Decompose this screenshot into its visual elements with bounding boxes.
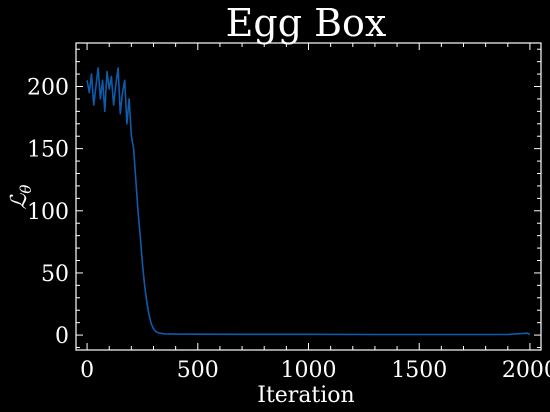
x-tick-label: 1500 <box>391 358 447 383</box>
chart-title: Egg Box <box>226 1 387 45</box>
x-tick-label: 1000 <box>281 358 337 383</box>
y-axis-label-main: ℒ <box>7 192 32 209</box>
axis-ticks <box>76 43 541 350</box>
x-tick-label: 500 <box>177 358 219 383</box>
y-axis-label: ℒθ <box>7 185 35 210</box>
y-tick-labels: 0 50 100 150 200 <box>27 76 69 350</box>
x-axis-label: Iteration <box>257 383 354 408</box>
data-series <box>86 67 531 336</box>
y-tick-label: 100 <box>27 200 69 225</box>
series-line-0 <box>86 67 531 336</box>
y-axis-label-subscript: θ <box>17 185 35 194</box>
y-tick-label: 50 <box>41 262 69 287</box>
y-tick-label: 150 <box>27 138 69 163</box>
y-tick-label: 0 <box>55 324 69 349</box>
plot-frame <box>75 42 542 351</box>
y-tick-label: 200 <box>27 76 69 101</box>
x-tick-label: 0 <box>80 358 94 383</box>
